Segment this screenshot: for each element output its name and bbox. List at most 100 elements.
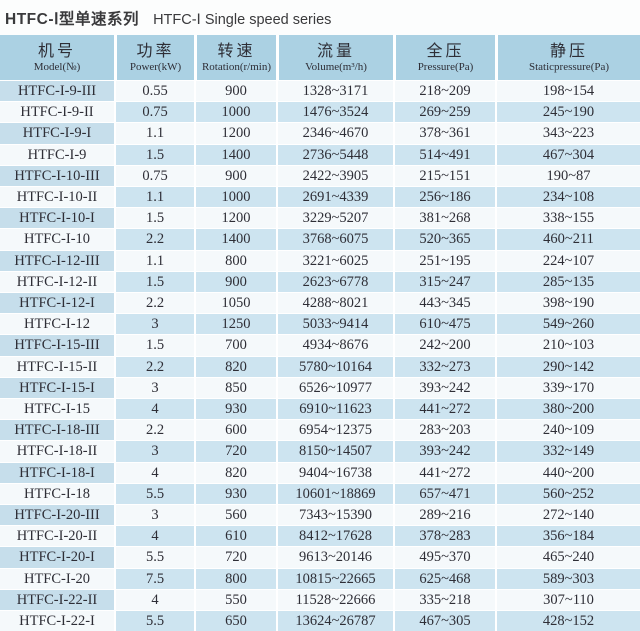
power-cell: 1.1 [114,249,194,271]
static-pressure-cell: 398~190 [495,292,640,314]
volume-cell: 5780~10164 [276,355,393,377]
static-pressure-cell: 332~149 [495,440,640,462]
static-pressure-cell: 234~108 [495,186,640,208]
rotation-cell: 850 [194,376,276,399]
pressure-cell: 335~218 [393,588,495,611]
table-row: HTFC-I-9-III 0.55 900 1328~3171 218~209 198~1… [0,80,640,102]
model-cell: HTFC-I-15-I [0,376,114,399]
model-cell: HTFC-I-12-II [0,270,114,293]
static-pressure-cell: 380~200 [495,398,640,420]
volume-cell: 3221~6025 [276,249,393,271]
model-cell: HTFC-I-9 [0,143,114,165]
static-pressure-cell: 190~87 [495,164,640,187]
pressure-cell: 441~272 [393,461,495,483]
pressure-cell: 378~361 [393,122,495,144]
table-row: HTFC-I-22-II 4 550 11528~22666 335~218 307~11… [0,588,640,611]
pressure-cell: 332~273 [393,355,495,377]
pressure-cell: 381~268 [393,207,495,229]
table-row: HTFC-I-12-I 2.2 1050 4288~8021 443~345 398~19… [0,292,640,314]
volume-cell: 10815~22665 [276,567,393,589]
rotation-cell: 1200 [194,207,276,229]
col-header-power: 功率 Power(kW) [114,35,194,80]
table-row: HTFC-I-12-III 1.1 800 3221~6025 251~195 224~1… [0,249,640,271]
pressure-cell: 218~209 [393,80,495,102]
pressure-cell: 283~203 [393,419,495,441]
table-row: HTFC-I-9-I 1.1 1200 2346~4670 378~361 343~223 [0,122,640,144]
rotation-cell: 720 [194,546,276,568]
static-pressure-cell: 245~190 [495,101,640,123]
pressure-cell: 514~491 [393,143,495,165]
rotation-cell: 1000 [194,101,276,123]
table-row: HTFC-I-18-II 3 720 8150~14507 393~242 332~149 [0,440,640,462]
spec-table-header: 机号 Model(№) 功率 Power(kW) 转速 Rotation(r/m… [0,35,640,80]
model-cell: HTFC-I-18-III [0,419,114,441]
power-cell: 5.5 [114,610,194,631]
static-pressure-cell: 224~107 [495,249,640,271]
spec-table: 机号 Model(№) 功率 Power(kW) 转速 Rotation(r/m… [0,35,640,631]
table-row: HTFC-I-22-I 5.5 650 13624~26787 467~305 428~1… [0,610,640,631]
power-cell: 5.5 [114,546,194,568]
power-cell: 1.5 [114,207,194,229]
pressure-cell: 393~242 [393,376,495,399]
table-row: HTFC-I-20 7.5 800 10815~22665 625~468 589~303 [0,567,640,589]
rotation-cell: 1400 [194,143,276,165]
table-row: HTFC-I-20-II 4 610 8412~17628 378~283 356~184 [0,525,640,547]
volume-cell: 2623~6778 [276,270,393,293]
model-cell: HTFC-I-9-I [0,122,114,144]
table-row: HTFC-I-10-III 0.75 900 2422~3905 215~151 190~… [0,164,640,187]
rotation-cell: 900 [194,270,276,293]
static-pressure-cell: 560~252 [495,482,640,505]
rotation-cell: 550 [194,588,276,611]
rotation-cell: 800 [194,249,276,271]
col-header-rotation-zh: 转速 [217,42,256,60]
power-cell: 2.2 [114,419,194,441]
pressure-cell: 610~475 [393,313,495,335]
volume-cell: 2422~3905 [276,164,393,187]
volume-cell: 1328~3171 [276,80,393,102]
volume-cell: 4934~8676 [276,334,393,356]
table-row: HTFC-I-15-I 3 850 6526~10977 393~242 339~170 [0,376,640,399]
pressure-cell: 256~186 [393,186,495,208]
pressure-cell: 215~151 [393,164,495,187]
power-cell: 2.2 [114,228,194,250]
power-cell: 4 [114,525,194,547]
rotation-cell: 700 [194,334,276,356]
model-cell: HTFC-I-10-I [0,207,114,229]
rotation-cell: 560 [194,504,276,526]
model-cell: HTFC-I-15 [0,398,114,420]
col-header-static-pressure-en: Staticpressure(Pa) [528,60,610,73]
model-cell: HTFC-I-10-III [0,164,114,187]
col-header-power-zh: 功率 [136,42,175,60]
model-cell: HTFC-I-10 [0,228,114,250]
col-header-pressure: 全压 Pressure(Pa) [393,35,495,80]
static-pressure-cell: 440~200 [495,461,640,483]
pressure-cell: 443~345 [393,292,495,314]
col-header-volume-zh: 流量 [316,42,355,60]
model-cell: HTFC-I-20-III [0,504,114,526]
volume-cell: 7343~15390 [276,504,393,526]
model-cell: HTFC-I-22-I [0,610,114,631]
page-title-en: HTFC-Ⅰ Single speed series [153,12,332,28]
static-pressure-cell: 339~170 [495,376,640,399]
power-cell: 1.5 [114,143,194,165]
power-cell: 4 [114,461,194,483]
static-pressure-cell: 460~211 [495,228,640,250]
model-cell: HTFC-I-20-I [0,546,114,568]
pressure-cell: 625~468 [393,567,495,589]
table-row: HTFC-I-15 4 930 6910~11623 441~272 380~200 [0,398,640,420]
col-header-power-en: Power(kW) [129,60,182,73]
model-cell: HTFC-I-12 [0,313,114,335]
static-pressure-cell: 356~184 [495,525,640,547]
table-row: HTFC-I-15-III 1.5 700 4934~8676 242~200 210~1… [0,334,640,356]
rotation-cell: 820 [194,461,276,483]
model-cell: HTFC-I-22-II [0,588,114,611]
rotation-cell: 1200 [194,122,276,144]
volume-cell: 3229~5207 [276,207,393,229]
rotation-cell: 720 [194,440,276,462]
pressure-cell: 242~200 [393,334,495,356]
model-cell: HTFC-I-9-II [0,101,114,123]
static-pressure-cell: 272~140 [495,504,640,526]
rotation-cell: 1400 [194,228,276,250]
model-cell: HTFC-I-9-III [0,80,114,102]
volume-cell: 9404~16738 [276,461,393,483]
